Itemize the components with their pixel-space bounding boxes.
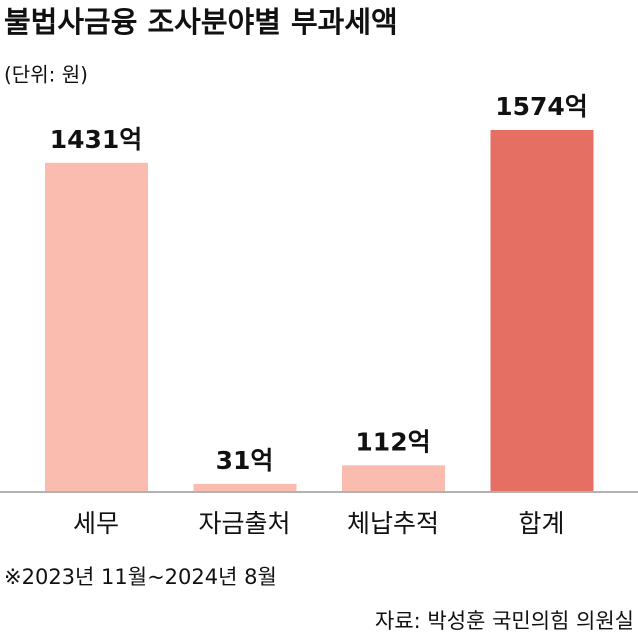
x-tick-label: 세무 [73, 509, 119, 538]
value-label: 1574억 [495, 92, 588, 121]
chart-subtitle: (단위: 원) [4, 63, 88, 87]
value-label: 31억 [216, 446, 274, 475]
x-tick-label: 체납추적 [347, 509, 439, 538]
source: 자료: 박성훈 국민의힘 의원실 [375, 609, 634, 633]
chart-title: 불법사금융 조사분야별 부과세액 [4, 5, 398, 39]
bar [45, 162, 148, 491]
value-label: 112억 [355, 427, 430, 456]
value-label: 1431억 [50, 125, 143, 154]
x-tick-label: 자금출처 [198, 509, 290, 538]
x-tick-label: 합계 [518, 509, 564, 538]
bar [342, 465, 445, 491]
bar [490, 130, 594, 491]
bar [193, 483, 297, 491]
footnote: ※2023년 11월~2024년 8월 [4, 565, 277, 589]
